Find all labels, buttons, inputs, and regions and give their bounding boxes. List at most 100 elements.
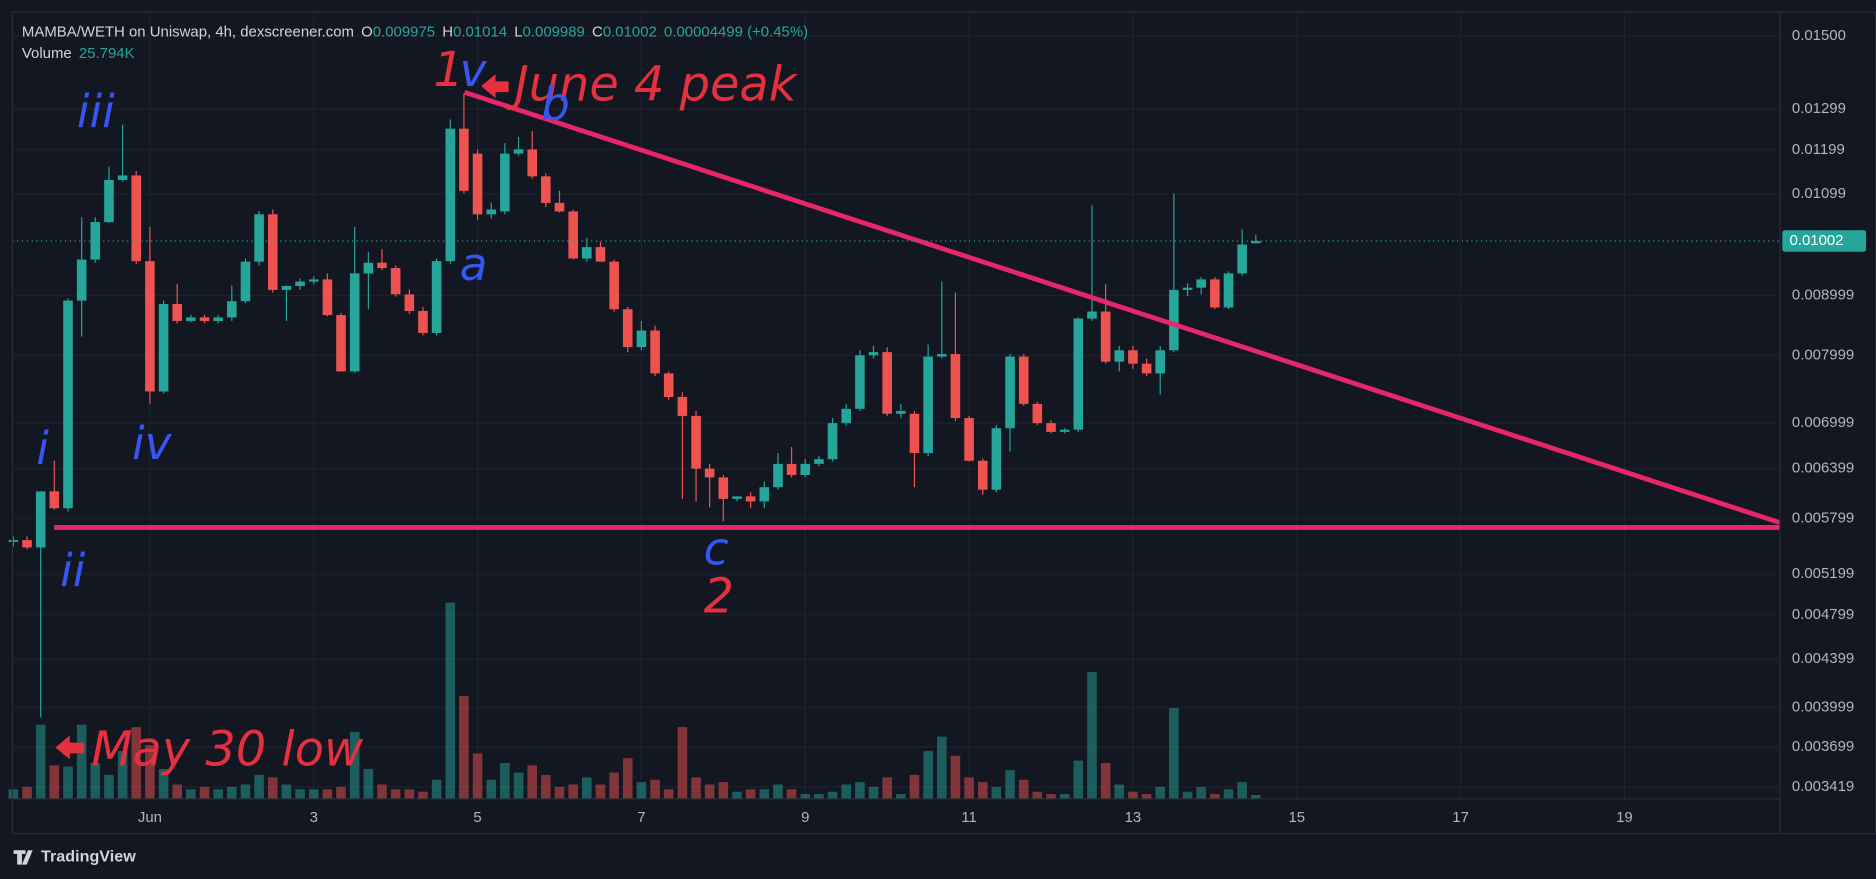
volume-bar [308, 789, 319, 799]
volume-bar [486, 779, 497, 799]
volume-label: Volume [22, 45, 72, 62]
volume-bar [937, 736, 947, 799]
candle-body [117, 175, 128, 180]
candle-body [186, 317, 196, 321]
volume-bar [63, 766, 73, 799]
candle-body [1155, 350, 1165, 374]
brand-name: TradingView [41, 848, 136, 866]
candle-body [991, 428, 1002, 490]
y-tick-label: 0.007999 [1792, 346, 1854, 363]
change-value: 0.00004499 (+0.45%) [664, 23, 808, 40]
candle-body [841, 408, 852, 424]
candle-body [377, 262, 387, 269]
candle-body [977, 460, 988, 490]
volume-bar [186, 789, 196, 799]
volume-bar [158, 768, 169, 799]
volume-bar [35, 724, 46, 799]
candle-body [786, 463, 797, 476]
volume-bar [991, 786, 1002, 799]
volume-bar [404, 789, 415, 799]
annotation: b [541, 78, 570, 131]
volume-bar [1100, 762, 1111, 799]
x-tick-label: 13 [1125, 809, 1142, 826]
y-tick-label: 0.01099 [1792, 185, 1846, 202]
volume-bar [22, 786, 32, 799]
y-tick-label: 0.005199 [1792, 565, 1854, 582]
candle-body [172, 304, 182, 321]
volume-bar [568, 784, 578, 799]
volume-bar [322, 789, 333, 799]
candle-body [541, 176, 551, 203]
candle-body [349, 273, 360, 372]
volume-bar [581, 777, 592, 799]
volume-bar [1005, 770, 1015, 799]
arrow [55, 735, 85, 760]
volume-bar [1210, 794, 1220, 799]
candle-body [227, 301, 237, 318]
open-label: O [361, 23, 373, 40]
candle-body [1128, 350, 1138, 364]
low-value: 0.009989 [523, 23, 585, 40]
volume-bar [691, 777, 701, 799]
volume-bar [527, 765, 538, 799]
high-label: H [442, 23, 453, 40]
volume-bar [909, 774, 920, 799]
candle-body [691, 415, 701, 469]
candle-body [609, 261, 619, 310]
volume-bar [786, 789, 797, 799]
candle-body [8, 540, 19, 542]
candle-body [145, 261, 155, 392]
annotation: v [460, 44, 488, 97]
candle-body [1005, 356, 1015, 429]
candle-body [390, 268, 401, 295]
candle-body [1182, 287, 1193, 290]
candle-body [240, 261, 251, 302]
symbol: MAMBA/WETH on Uniswap, 4h, dexscreener.c… [22, 23, 354, 40]
volume-bar [240, 784, 251, 799]
candle-body [445, 128, 456, 262]
x-tick-label: 3 [310, 809, 318, 826]
close-value: 0.01002 [603, 23, 657, 40]
volume-value: 25.794K [79, 45, 135, 62]
volume-bar [336, 786, 346, 799]
x-tick-label: 9 [801, 809, 809, 826]
volume-bar [1141, 794, 1152, 799]
volume-bar [609, 772, 619, 799]
grid-layer [12, 11, 1780, 799]
high-value: 0.01014 [453, 23, 507, 40]
volume-bar [267, 777, 278, 799]
axis-layer: 0.01500 0.01299 0.01199 0.01099 0.008999 0.00… [138, 27, 1867, 826]
y-tick-label: 0.008999 [1792, 287, 1854, 304]
candle-body [595, 247, 606, 262]
annotation: i [36, 422, 49, 475]
candle-body [213, 317, 223, 321]
candle-body [814, 459, 824, 464]
x-tick-label: 5 [473, 809, 481, 826]
candle-body [896, 410, 906, 414]
candle-body [868, 352, 879, 356]
volume-bar [472, 753, 483, 799]
volume-bar [704, 784, 715, 799]
y-tick-label: 0.01299 [1792, 100, 1846, 117]
volume-bar [459, 696, 469, 799]
volume-bar [117, 751, 128, 799]
candle-body [90, 222, 101, 260]
volume-bar [773, 784, 783, 799]
candle-body [732, 496, 742, 499]
annotation: 1 [433, 43, 463, 98]
trendline [463, 89, 1781, 525]
x-tick-label: 19 [1616, 809, 1633, 826]
y-tick-label: 0.004399 [1792, 650, 1854, 667]
volume-bar [1046, 794, 1056, 799]
volume-bar [145, 745, 155, 799]
arrow [481, 74, 509, 99]
volume-bar [868, 786, 879, 799]
brand-logo: TradingView [13, 848, 136, 866]
low-label: L [514, 23, 522, 40]
volume-bar [1237, 782, 1247, 799]
candle-body [49, 491, 60, 509]
candle-body [1114, 350, 1125, 362]
